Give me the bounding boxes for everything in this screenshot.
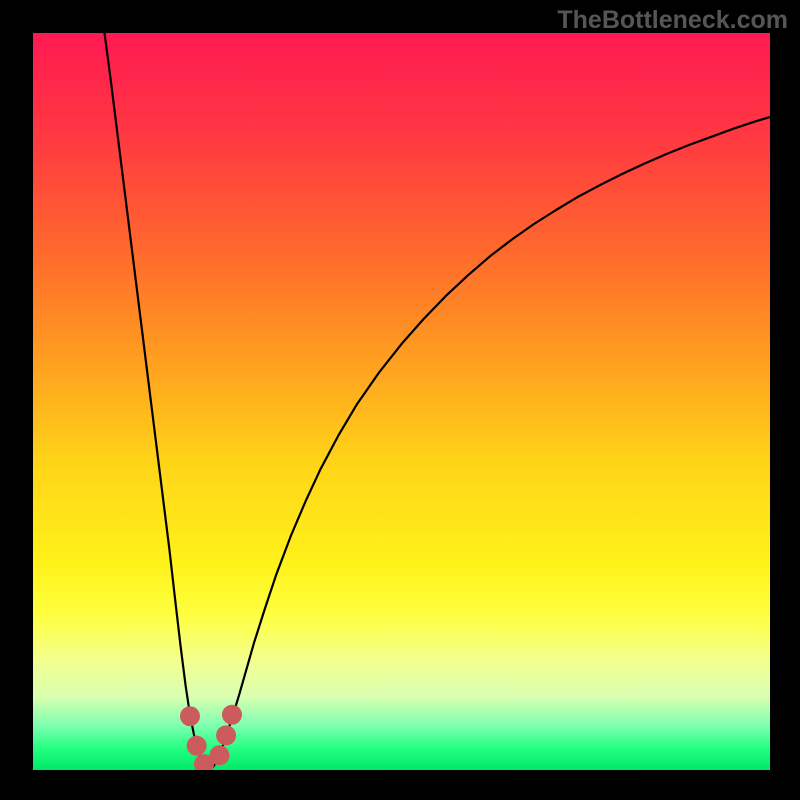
gradient-background	[33, 33, 770, 770]
chart-container: TheBottleneck.com	[0, 0, 800, 800]
plot-area	[33, 33, 770, 770]
data-marker	[187, 736, 207, 756]
data-marker	[180, 706, 200, 726]
data-marker	[209, 745, 229, 765]
data-marker	[216, 725, 236, 745]
watermark-text: TheBottleneck.com	[557, 6, 788, 35]
bottleneck-curve-chart	[33, 33, 770, 770]
data-marker	[222, 705, 242, 725]
